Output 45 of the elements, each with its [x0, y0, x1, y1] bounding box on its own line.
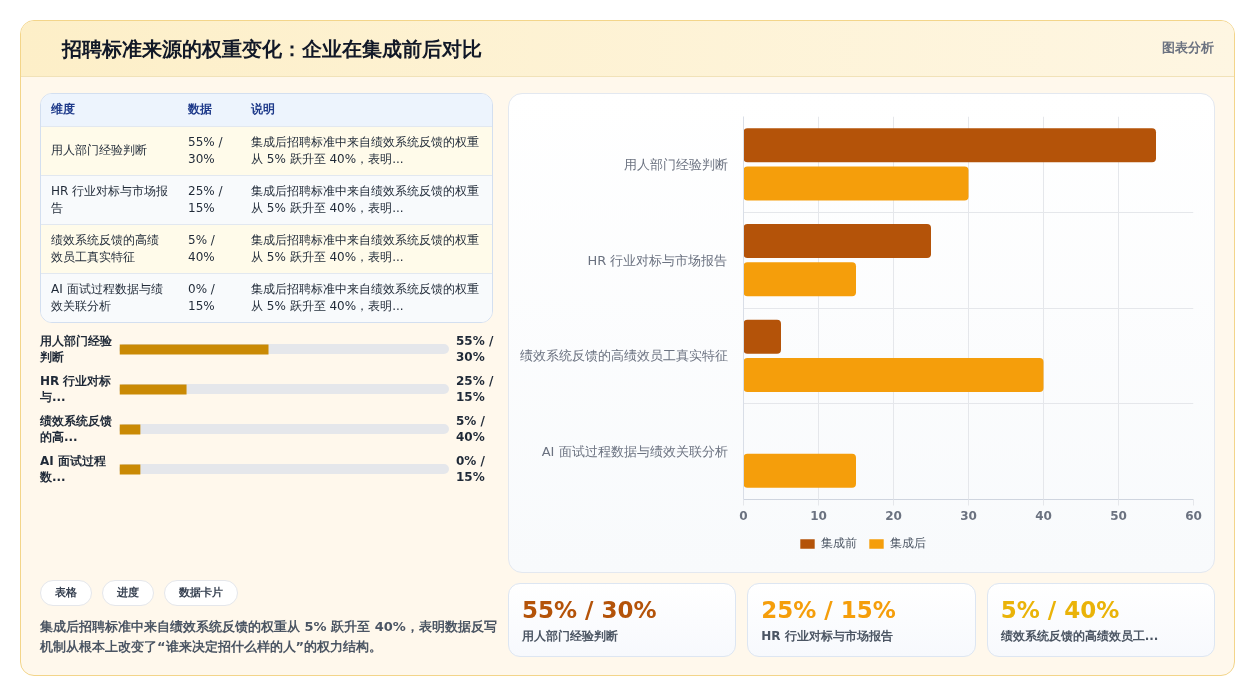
y-tick-label: HR 行业对标与...: [40, 373, 113, 406]
table-row: AI 面试过程数据与绩效关联分析 0% / 15% 集成后招聘标准中来自绩效系统反馈的权重从 5% 跃升至 40%，表明...: [41, 273, 492, 322]
text: 5% / 40%: [456, 413, 486, 446]
category-label: 维度: [41, 94, 178, 126]
bar: [743, 223, 931, 258]
text: 图表分析: [1162, 39, 1214, 57]
button: 表格: [40, 580, 92, 606]
y-tick-label: AI 面试过程数...: [40, 453, 107, 486]
y-tick-label: 绩效系统反馈的高绩效员工真实特征: [519, 348, 728, 364]
table-row: HR 行业对标与市场报告 25% / 15% 集成后招聘标准中来自绩效系统反馈的权重从 5% 跃升至 40%，表明...: [41, 175, 492, 224]
x-tick-label: 60: [1185, 508, 1202, 523]
button: 数据卡片: [164, 580, 238, 606]
text: 0% / 15%: [456, 453, 486, 486]
card: 25% / 15% HR 行业对标与市场报告: [747, 583, 976, 657]
x-tick-label: 30: [960, 508, 977, 523]
card: 55% / 30% 用人部门经验判断: [508, 583, 737, 657]
table-row: 用人部门经验判断 55% / 30% 集成后招聘标准中来自绩效系统反馈的权重从 5% 跃升至 40%，表明...: [41, 126, 492, 175]
y-tick-label: HR 行业对标与市场报告: [587, 252, 728, 268]
y-tick-label: 绩效系统反馈的高...: [40, 413, 113, 446]
text: 25% / 15%: [456, 373, 495, 406]
bar: [743, 358, 1044, 393]
text: 集成后招聘标准中来自绩效系统反馈的权重从 5% 跃升至 40%，表明数据反写机制从根本上改变了“谁来决定招什么样的人”的权力结构。: [40, 618, 498, 656]
bar: [743, 319, 781, 354]
legend-label: 集成前: [820, 534, 857, 552]
button: 进度: [102, 580, 154, 606]
legend-label: 集成后: [889, 534, 926, 552]
card: 5% / 40% 绩效系统反馈的高绩效员工...: [986, 583, 1215, 657]
text: 55% / 30%: [456, 333, 495, 366]
bar: [743, 453, 856, 488]
x-tick-label: 0: [739, 508, 748, 523]
category-label: 数据: [178, 94, 241, 126]
x-tick-label: 20: [885, 508, 902, 523]
y-tick-label: 用人部门经验判断: [40, 333, 113, 366]
bar: [743, 166, 969, 201]
y-tick-label: 用人部门经验判断: [623, 156, 728, 172]
table-row: 绩效系统反馈的高绩效员工真实特征 5% / 40% 集成后招聘标准中来自绩效系统反馈的权重从 5% 跃升至 40%，表明...: [41, 224, 492, 273]
y-tick-label: AI 面试过程数据与绩效关联分析: [541, 444, 728, 460]
x-tick-label: 40: [1035, 508, 1052, 523]
text: 招聘标准来源的权重变化：企业在集成前后对比: [62, 37, 482, 61]
table-header-row: 维度 数据 说明: [41, 94, 492, 126]
x-tick-label: 10: [810, 508, 827, 523]
bar: [743, 262, 856, 297]
category-label: 说明: [241, 94, 492, 126]
x-tick-label: 50: [1110, 508, 1127, 523]
bar: [743, 128, 1156, 163]
